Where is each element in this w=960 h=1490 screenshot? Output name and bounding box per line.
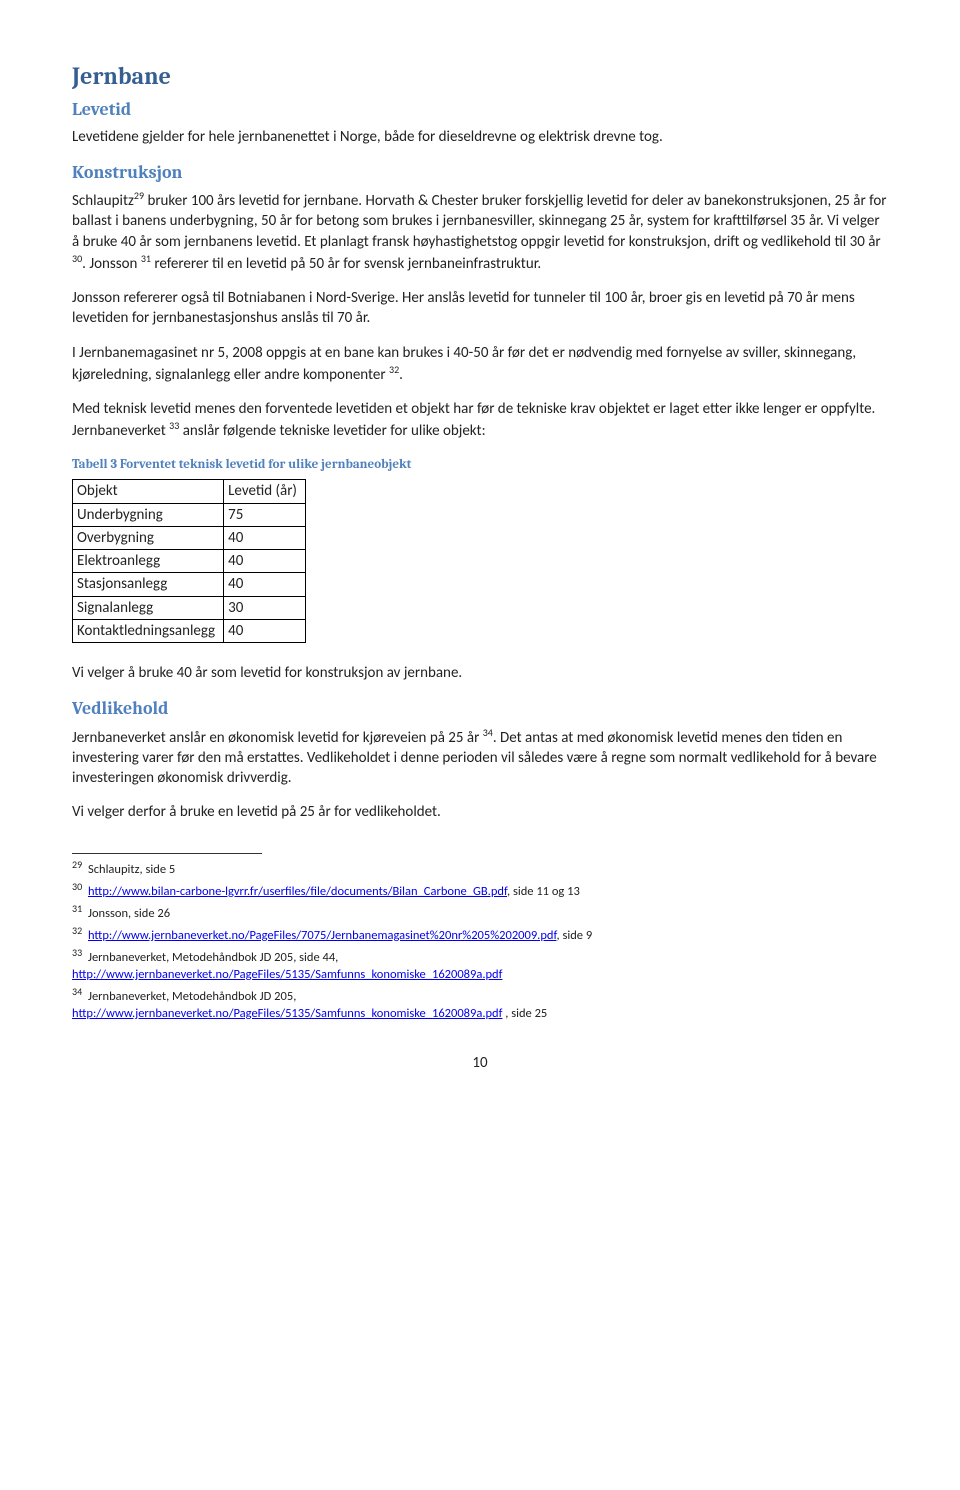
text: anslår følgende tekniske levetider for u…	[179, 422, 485, 440]
paragraph-vedlikehold-1: Jernbaneverket anslår en økonomisk levet…	[72, 726, 888, 789]
footnote-33: 33 Jernbaneverket, Metodehåndbok JD 205,…	[72, 946, 888, 984]
footnote-ref-32: 32	[389, 363, 399, 376]
footnote-num: 31	[72, 902, 82, 915]
table-cell: Stasjonsanlegg	[73, 573, 224, 596]
heading-levetid: Levetid	[72, 98, 888, 122]
footnote-link[interactable]: http://www.jernbaneverket.no/PageFiles/5…	[72, 967, 502, 982]
table-header: Objekt	[73, 480, 224, 503]
paragraph-konstruksjon-4: Med teknisk levetid menes den forventede…	[72, 399, 888, 442]
footnotes: 29 Schlaupitz, side 5 30 http://www.bila…	[72, 858, 888, 1023]
footnote-link[interactable]: http://www.jernbaneverket.no/PageFiles/5…	[72, 1006, 502, 1021]
table-cell: 30	[224, 596, 306, 619]
text: bruker 100 års levetid for jernbane. Hor…	[72, 192, 886, 251]
paragraph-konstruksjon-3: I Jernbanemagasinet nr 5, 2008 oppgis at…	[72, 343, 888, 386]
paragraph-after-table: Vi velger å bruke 40 år som levetid for …	[72, 663, 888, 683]
heading-konstruksjon: Konstruksjon	[72, 161, 888, 185]
table-cell: 75	[224, 503, 306, 526]
table-row: Overbygning40	[73, 526, 306, 549]
text: Jernbaneverket anslår en økonomisk levet…	[72, 729, 483, 747]
footnote-34: 34 Jernbaneverket, Metodehåndbok JD 205,…	[72, 985, 888, 1023]
text: I Jernbanemagasinet nr 5, 2008 oppgis at…	[72, 344, 856, 384]
page-title: Jernbane	[72, 60, 888, 92]
paragraph-konstruksjon-2: Jonsson refererer også til Botniabanen i…	[72, 288, 888, 329]
text: . Jonsson	[82, 255, 141, 273]
text: refererer til en levetid på 50 år for sv…	[151, 255, 541, 273]
table-cell: 40	[224, 619, 306, 642]
table-cell: Elektroanlegg	[73, 550, 224, 573]
footnote-num: 33	[72, 946, 82, 959]
footnote-ref-31: 31	[141, 252, 151, 265]
footnote-ref-33: 33	[169, 419, 179, 432]
page-number: 10	[72, 1053, 888, 1073]
footnote-text: Jernbaneverket, Metodehåndbok JD 205, si…	[85, 950, 338, 965]
footnote-ref-34: 34	[483, 726, 493, 739]
table-cell: Signalanlegg	[73, 596, 224, 619]
footnote-text: Jonsson, side 26	[85, 906, 170, 921]
table-row: Stasjonsanlegg40	[73, 573, 306, 596]
footnote-text: , side 9	[557, 928, 593, 943]
footnote-text: , side 11 og 13	[507, 884, 580, 899]
table-cell: 40	[224, 573, 306, 596]
table-row: Underbygning75	[73, 503, 306, 526]
footnote-link[interactable]: http://www.bilan-carbone-lgvrr.fr/userfi…	[88, 884, 507, 899]
heading-vedlikehold: Vedlikehold	[72, 697, 888, 721]
table-row: Elektroanlegg40	[73, 550, 306, 573]
footnote-num: 29	[72, 858, 82, 871]
footnote-num: 30	[72, 880, 82, 893]
footnote-text: , side 25	[502, 1006, 547, 1021]
table-cell: Underbygning	[73, 503, 224, 526]
text: Schlaupitz	[72, 192, 134, 210]
footnote-31: 31 Jonsson, side 26	[72, 902, 888, 923]
table-cell: Overbygning	[73, 526, 224, 549]
footnote-29: 29 Schlaupitz, side 5	[72, 858, 888, 879]
table-cell: 40	[224, 526, 306, 549]
footnote-ref-30: 30	[72, 252, 82, 265]
footnote-num: 32	[72, 924, 82, 937]
levetid-table: Objekt Levetid (år) Underbygning75 Overb…	[72, 479, 306, 643]
footnote-ref-29: 29	[134, 189, 144, 202]
table-header-row: Objekt Levetid (år)	[73, 480, 306, 503]
table-cell: Kontaktledningsanlegg	[73, 619, 224, 642]
paragraph-vedlikehold-2: Vi velger derfor å bruke en levetid på 2…	[72, 802, 888, 822]
footnotes-divider	[72, 853, 262, 854]
table-header: Levetid (år)	[224, 480, 306, 503]
table-row: Kontaktledningsanlegg40	[73, 619, 306, 642]
table-row: Signalanlegg30	[73, 596, 306, 619]
table-cell: 40	[224, 550, 306, 573]
footnote-30: 30 http://www.bilan-carbone-lgvrr.fr/use…	[72, 880, 888, 901]
footnote-text: Jernbaneverket, Metodehåndbok JD 205,	[85, 989, 296, 1004]
footnote-text: Schlaupitz, side 5	[85, 862, 175, 877]
paragraph-levetid: Levetidene gjelder for hele jernbanenett…	[72, 127, 888, 147]
footnote-32: 32 http://www.jernbaneverket.no/PageFile…	[72, 924, 888, 945]
text: .	[399, 366, 403, 384]
table-caption: Tabell 3 Forventet teknisk levetid for u…	[72, 456, 888, 474]
footnote-link[interactable]: http://www.jernbaneverket.no/PageFiles/7…	[88, 928, 557, 943]
paragraph-konstruksjon-1: Schlaupitz29 bruker 100 års levetid for …	[72, 189, 888, 274]
footnote-num: 34	[72, 985, 82, 998]
